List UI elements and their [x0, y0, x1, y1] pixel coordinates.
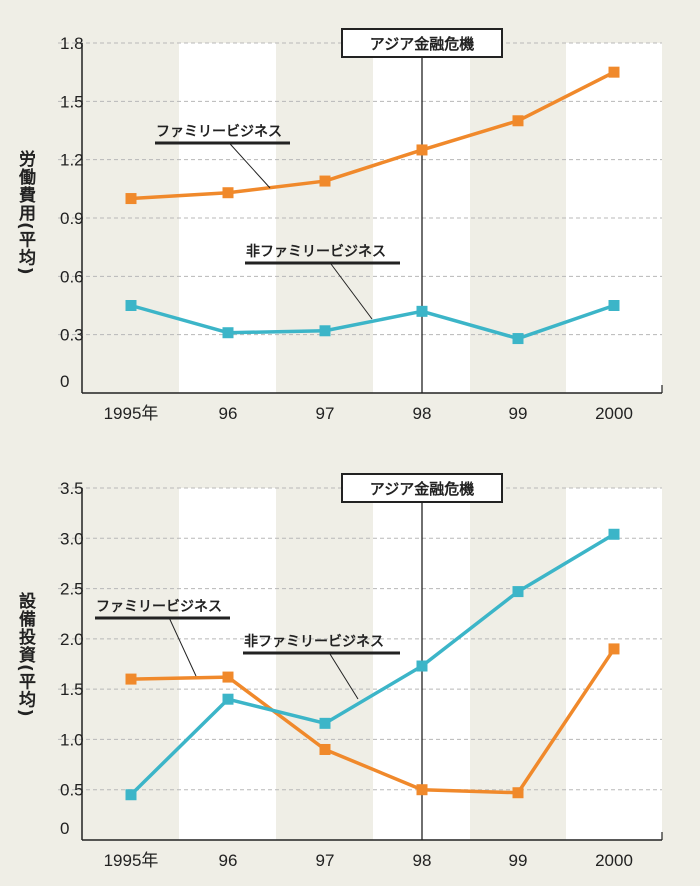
y-tick-label: 1.0	[60, 730, 84, 749]
y-tick-label: 2.5	[60, 580, 84, 599]
background-band	[566, 488, 662, 840]
plot-background	[179, 43, 662, 393]
y-tick-label: 1.5	[60, 92, 84, 111]
data-point	[125, 193, 137, 205]
crisis-label: アジア金融危機	[370, 480, 474, 498]
data-point	[512, 333, 524, 345]
data-point	[319, 175, 331, 187]
data-point	[222, 671, 234, 683]
data-point	[222, 187, 234, 199]
y-tick-label: 0.5	[60, 781, 84, 800]
series-line	[129, 532, 615, 796]
y-axis-ticks: 0 0.5 1.0 1.5 2.0 2.5 3.0 3.5	[60, 479, 84, 838]
x-tick-label: 98	[413, 851, 432, 870]
y-axis-ticks: 0 0.3 0.6 0.9 1.2 1.5 1.8	[60, 34, 84, 391]
chart-1: 0 0.3 0.6 0.9 1.2 1.5 1.8 1995年 96 97 98 99 2000 労働費用…	[15, 28, 663, 423]
data-point	[416, 144, 428, 156]
y-axis-label: 設備投資(平均)	[15, 591, 36, 718]
data-point	[512, 586, 524, 598]
legend-callout: ファミリービジネス	[95, 599, 230, 677]
x-tick-label: 1995年	[104, 404, 159, 423]
y-tick-label: 1.2	[60, 151, 84, 170]
y-tick-label: 3.5	[60, 479, 84, 498]
legend-leader-line	[328, 652, 359, 700]
data-point	[222, 693, 234, 705]
crisis-label: アジア金融危機	[370, 35, 474, 53]
series-line	[130, 303, 615, 341]
data-point	[125, 300, 137, 311]
x-tick-label: 97	[316, 851, 335, 870]
legend-leader-line	[168, 617, 197, 677]
data-point	[416, 660, 428, 672]
data-point	[416, 784, 428, 796]
crisis-label-box	[341, 473, 503, 503]
series-family	[125, 643, 620, 799]
data-point	[416, 305, 428, 317]
x-tick-label: 2000	[595, 851, 633, 870]
x-tick-label: 99	[509, 851, 528, 870]
x-axis-ticks: 1995年 96 97 98 99 2000	[104, 404, 633, 423]
legend-leader-line	[329, 262, 373, 320]
x-tick-label: 97	[316, 404, 335, 423]
series-line	[130, 70, 615, 201]
data-point	[608, 643, 620, 655]
data-point	[125, 789, 137, 801]
y-tick-label: 2.0	[60, 630, 84, 649]
y-tick-label: 0	[60, 819, 69, 838]
x-tick-label: 2000	[595, 404, 633, 423]
legend-label: ファミリービジネス	[96, 599, 222, 615]
y-axis-label: 労働費用(平均)	[15, 149, 37, 276]
x-tick-label: 98	[413, 404, 432, 423]
data-point	[608, 528, 620, 540]
data-point	[512, 115, 524, 127]
data-point	[608, 300, 620, 311]
crisis-label-box	[341, 28, 503, 58]
legend-label: 非ファミリービジネス	[244, 633, 384, 650]
x-tick-label: 99	[509, 404, 528, 423]
x-tick-label: 96	[219, 404, 238, 423]
data-point	[512, 787, 524, 799]
legend-callout: 非ファミリービジネス	[243, 633, 400, 700]
legend-callout: 非ファミリービジネス	[245, 243, 400, 320]
y-tick-label: 0.3	[60, 326, 84, 345]
background-band	[179, 488, 276, 840]
legend-label: 非ファミリービジネス	[246, 243, 386, 260]
data-point	[319, 325, 331, 337]
data-point	[319, 717, 331, 729]
y-tick-label: 1.8	[60, 34, 84, 53]
data-point	[608, 66, 620, 78]
data-point	[125, 673, 137, 685]
y-tick-label: 0.9	[60, 209, 84, 228]
data-point	[222, 327, 234, 339]
x-tick-label: 1995年	[104, 851, 159, 870]
legend-label: ファミリービジネス	[156, 124, 282, 140]
series-line	[130, 647, 616, 795]
chart-2: 0 0.5 1.0 1.5 2.0 2.5 3.0 3.5 1995年 96 97 98 99 2000 設…	[15, 473, 663, 870]
legend-callout: ファミリービジネス	[155, 124, 290, 189]
y-tick-label: 1.5	[60, 680, 84, 699]
series-non-family	[125, 528, 620, 801]
x-tick-label: 96	[219, 851, 238, 870]
legend-leader-line	[228, 142, 271, 189]
data-point	[319, 743, 331, 755]
y-tick-label: 3.0	[60, 529, 84, 548]
y-tick-label: 0.6	[60, 267, 84, 286]
series-family	[125, 66, 620, 205]
x-axis-ticks: 1995年 96 97 98 99 2000	[104, 851, 633, 870]
series-non-family	[125, 300, 620, 345]
y-tick-label: 0	[60, 372, 69, 391]
